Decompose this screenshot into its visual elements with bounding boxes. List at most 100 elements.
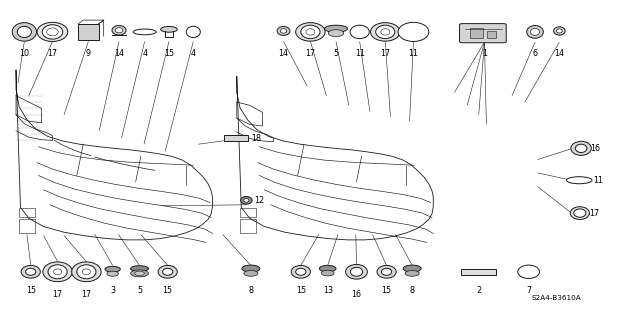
Text: 12: 12 xyxy=(254,196,264,205)
Text: 14: 14 xyxy=(114,49,124,58)
Ellipse shape xyxy=(186,26,200,37)
Text: 4: 4 xyxy=(191,49,196,58)
Ellipse shape xyxy=(403,265,421,272)
Text: S2A4-B3610A: S2A4-B3610A xyxy=(531,295,581,301)
Text: 11: 11 xyxy=(355,49,365,58)
Ellipse shape xyxy=(135,271,145,276)
Text: 17: 17 xyxy=(52,290,63,299)
Text: 7: 7 xyxy=(526,286,531,295)
Ellipse shape xyxy=(12,23,36,41)
Ellipse shape xyxy=(301,25,320,39)
Ellipse shape xyxy=(574,209,586,217)
Ellipse shape xyxy=(405,271,419,276)
Text: 13: 13 xyxy=(323,286,333,295)
Ellipse shape xyxy=(319,265,336,272)
Text: 5: 5 xyxy=(137,286,142,295)
Ellipse shape xyxy=(107,271,118,276)
Ellipse shape xyxy=(17,26,31,37)
Ellipse shape xyxy=(112,26,126,35)
Ellipse shape xyxy=(324,25,348,32)
Text: 11: 11 xyxy=(593,176,604,185)
Text: 9: 9 xyxy=(86,49,91,58)
Ellipse shape xyxy=(557,29,563,33)
Ellipse shape xyxy=(105,266,120,272)
Ellipse shape xyxy=(296,23,325,41)
Ellipse shape xyxy=(531,28,540,35)
Ellipse shape xyxy=(43,262,72,282)
Ellipse shape xyxy=(321,270,334,276)
Text: 14: 14 xyxy=(278,49,289,58)
Ellipse shape xyxy=(26,268,36,275)
Text: 3: 3 xyxy=(110,286,115,295)
Bar xyxy=(240,208,256,217)
Ellipse shape xyxy=(566,177,592,184)
Text: 8: 8 xyxy=(248,286,253,295)
Ellipse shape xyxy=(570,207,589,219)
Ellipse shape xyxy=(158,265,177,278)
Ellipse shape xyxy=(554,27,565,35)
Ellipse shape xyxy=(161,26,177,32)
Text: 5: 5 xyxy=(333,49,339,58)
Ellipse shape xyxy=(131,270,148,277)
Ellipse shape xyxy=(371,23,400,41)
Text: 17: 17 xyxy=(305,49,316,58)
Ellipse shape xyxy=(77,265,96,279)
Bar xyxy=(461,269,496,275)
Ellipse shape xyxy=(296,268,306,275)
Text: 15: 15 xyxy=(26,286,36,295)
Ellipse shape xyxy=(131,266,148,271)
Ellipse shape xyxy=(37,22,68,41)
Text: 2: 2 xyxy=(476,286,481,295)
Text: 17: 17 xyxy=(47,49,58,58)
Text: 15: 15 xyxy=(381,286,392,295)
Ellipse shape xyxy=(346,264,367,279)
Bar xyxy=(19,219,35,233)
Text: 16: 16 xyxy=(590,144,600,153)
Ellipse shape xyxy=(42,25,63,39)
Ellipse shape xyxy=(376,25,395,39)
Ellipse shape xyxy=(381,268,392,275)
Text: 18: 18 xyxy=(251,134,261,143)
Text: 17: 17 xyxy=(380,49,390,58)
Text: 17: 17 xyxy=(81,290,92,299)
FancyBboxPatch shape xyxy=(460,24,506,43)
Ellipse shape xyxy=(163,268,173,275)
Ellipse shape xyxy=(241,197,252,204)
Text: 8: 8 xyxy=(410,286,415,295)
Ellipse shape xyxy=(575,144,587,152)
Bar xyxy=(470,28,483,38)
Ellipse shape xyxy=(398,22,429,41)
Bar xyxy=(487,31,496,38)
Ellipse shape xyxy=(72,262,101,282)
Ellipse shape xyxy=(350,25,369,39)
Text: 1: 1 xyxy=(482,49,487,58)
Ellipse shape xyxy=(48,265,67,279)
Ellipse shape xyxy=(377,265,396,278)
Ellipse shape xyxy=(351,267,362,276)
Ellipse shape xyxy=(242,265,260,272)
Ellipse shape xyxy=(518,265,540,278)
Ellipse shape xyxy=(571,141,591,155)
Bar xyxy=(224,135,248,141)
Bar xyxy=(240,219,256,233)
Ellipse shape xyxy=(244,271,258,276)
Bar xyxy=(19,208,35,217)
Text: 14: 14 xyxy=(554,49,564,58)
Text: 17: 17 xyxy=(589,209,599,218)
Ellipse shape xyxy=(527,26,543,38)
Text: 15: 15 xyxy=(296,286,306,295)
Ellipse shape xyxy=(277,26,290,35)
Ellipse shape xyxy=(291,265,310,278)
Ellipse shape xyxy=(133,29,156,35)
Text: 10: 10 xyxy=(19,49,29,58)
Text: 11: 11 xyxy=(408,49,419,58)
Ellipse shape xyxy=(280,29,287,33)
Text: 6: 6 xyxy=(532,49,538,58)
Ellipse shape xyxy=(244,198,249,202)
Ellipse shape xyxy=(21,265,40,278)
Text: 15: 15 xyxy=(163,286,173,295)
Text: 4: 4 xyxy=(142,49,147,58)
Bar xyxy=(78,24,99,40)
Ellipse shape xyxy=(328,30,344,37)
Ellipse shape xyxy=(115,28,123,33)
